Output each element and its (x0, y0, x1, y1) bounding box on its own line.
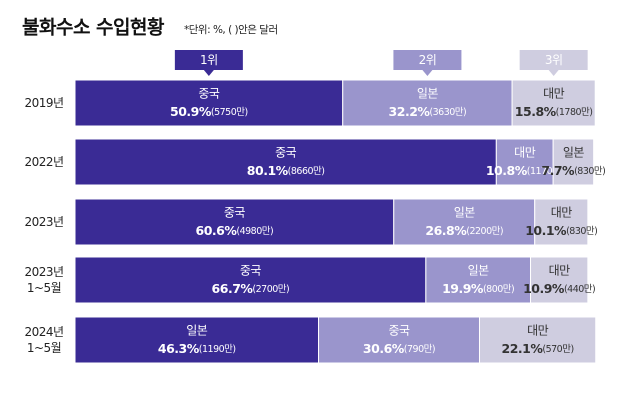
value-percent: 32.2% (389, 104, 431, 119)
value-amount: (2200만) (466, 226, 503, 237)
segment-label: 대만 (551, 206, 573, 220)
value-label: 7.7%(830만) (541, 163, 605, 178)
category-label: 2024년 1~5월 (24, 325, 63, 355)
category-label: 2023년 1~5월 (24, 265, 63, 295)
bar-segment (530, 256, 589, 304)
rank-pointer (548, 70, 559, 76)
value-percent: 15.8% (515, 104, 557, 119)
value-amount: (800만) (483, 284, 514, 295)
value-amount: (830만) (574, 166, 605, 177)
category-label: 2023년 (24, 215, 63, 229)
value-percent: 60.6% (196, 223, 238, 238)
segment-label: 중국 (275, 146, 297, 160)
value-percent: 46.3% (158, 341, 200, 356)
value-percent: 19.9% (442, 281, 484, 296)
value-amount: (8660만) (288, 166, 325, 177)
rank-label: 1위 (200, 53, 218, 67)
bar-segment (478, 316, 597, 364)
value-label: 80.1%(8660만) (247, 163, 325, 178)
segment-label: 중국 (224, 206, 246, 220)
bar-segment (74, 316, 320, 364)
segment-label: 대만 (527, 324, 549, 338)
value-label: 46.3%(1190만) (158, 341, 236, 356)
segment-label: 대만 (549, 264, 571, 278)
category-label-line: 2023년 (24, 215, 63, 229)
value-label: 30.6%(790만) (363, 341, 435, 356)
value-amount: (4980만) (236, 226, 273, 237)
category-label: 2022년 (24, 155, 63, 169)
value-percent: 10.8% (486, 163, 528, 178)
value-percent: 30.6% (363, 341, 405, 356)
bar-segment (74, 138, 497, 186)
value-label: 15.8%(1780만) (515, 104, 593, 119)
value-amount: (440만) (564, 284, 595, 295)
value-label: 19.9%(800만) (442, 281, 514, 296)
value-percent: 50.9% (170, 104, 212, 119)
value-label: 10.8%(1170만) (486, 163, 564, 178)
value-amount: (1190만) (199, 344, 236, 355)
value-amount: (570만) (542, 344, 573, 355)
category-label-line: 2019년 (24, 96, 63, 110)
segment-label: 일본 (454, 206, 476, 220)
value-label: 26.8%(2200만) (425, 223, 503, 238)
segment-label: 일본 (563, 146, 585, 160)
bar-segment (511, 79, 596, 127)
value-label: 10.1%(830만) (525, 223, 597, 238)
bar-segment (495, 138, 554, 186)
value-label: 50.9%(5750만) (170, 104, 248, 119)
value-amount: (830만) (566, 226, 597, 237)
value-percent: 10.1% (525, 223, 567, 238)
value-amount: (5750만) (211, 107, 248, 118)
segment-label: 중국 (388, 324, 410, 338)
value-percent: 22.1% (502, 341, 544, 356)
category-label-line: 2022년 (24, 155, 63, 169)
rank-label: 2위 (419, 53, 437, 67)
value-label: 60.6%(4980만) (196, 223, 274, 238)
segment-label: 일본 (417, 87, 439, 101)
value-amount: (790만) (404, 344, 435, 355)
value-amount: (1780만) (556, 107, 593, 118)
bar-segment (534, 198, 589, 246)
value-percent: 80.1% (247, 163, 289, 178)
value-percent: 10.9% (523, 281, 565, 296)
value-percent: 7.7% (541, 163, 575, 178)
value-label: 66.7%(2700만) (212, 281, 290, 296)
segment-label: 일본 (186, 324, 208, 338)
segment-label: 대만 (514, 146, 536, 160)
value-label: 32.2%(3630만) (389, 104, 467, 119)
rank-pointer (422, 70, 433, 76)
rank-box (393, 50, 462, 70)
category-label-line: 2024년 (24, 325, 63, 339)
segment-label: 대만 (543, 87, 565, 101)
value-amount: (3630만) (429, 107, 466, 118)
chart-subtitle: *단위: %, ( )안은 달러 (184, 23, 278, 36)
chart-title: 불화수소 수입현황 (22, 16, 165, 39)
rank-box (519, 50, 588, 70)
segment-label: 일본 (468, 264, 490, 278)
segment-label: 중국 (240, 264, 262, 278)
value-amount: (2700만) (252, 284, 289, 295)
category-label: 2019년 (24, 96, 63, 110)
value-label: 10.9%(440만) (523, 281, 595, 296)
value-percent: 26.8% (425, 223, 467, 238)
bar-segment (552, 138, 595, 186)
value-amount: (1170만) (527, 166, 564, 177)
rank-box (174, 50, 243, 70)
rank-pointer (203, 70, 214, 76)
bar-segment (342, 79, 513, 127)
value-label: 22.1%(570만) (502, 341, 574, 356)
category-label-line: 1~5월 (27, 341, 61, 355)
bar-segment (318, 316, 480, 364)
category-label-line: 2023년 (24, 265, 63, 279)
bar-segment (425, 256, 532, 304)
category-label-line: 1~5월 (27, 281, 61, 295)
bar-segment (74, 79, 344, 127)
rank-label: 3위 (545, 53, 563, 67)
value-percent: 66.7% (212, 281, 254, 296)
segment-label: 중국 (198, 87, 220, 101)
